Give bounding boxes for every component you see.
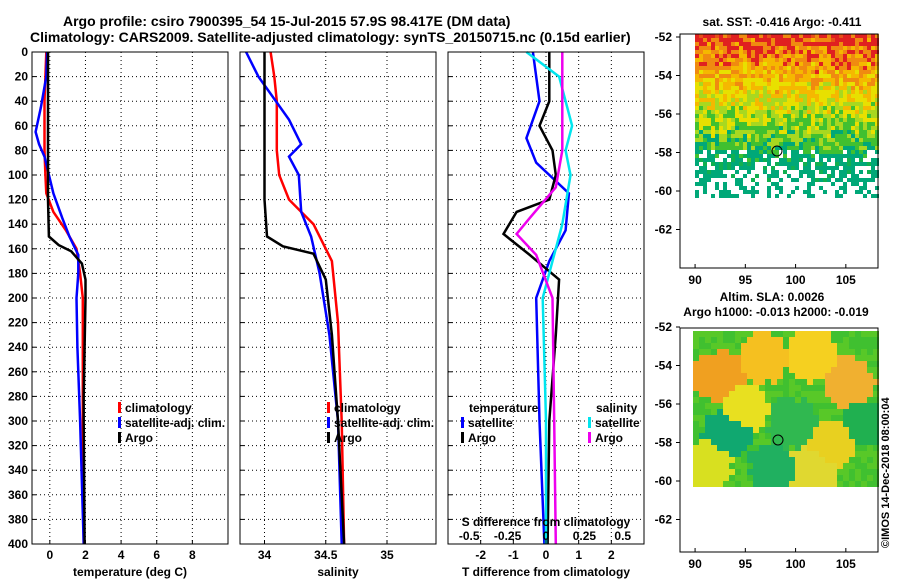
- legend-t-entry: temperature: [469, 401, 539, 415]
- difference-panel: -2 -1 0 1 2 T difference from climatology S …: [447, 51, 645, 579]
- depth-tick-label: 360: [8, 488, 28, 502]
- depth-tick-label: 340: [8, 463, 28, 477]
- depth-tick-label: 140: [8, 217, 28, 231]
- x-tick-label: 0: [543, 548, 550, 562]
- s-difference-xlabel: S difference from climatology: [462, 515, 631, 529]
- difference-xlabel: T difference from climatology: [462, 565, 630, 579]
- depth-tick-label: 180: [8, 266, 28, 280]
- lon-tick-label: 95: [739, 273, 753, 287]
- x-tick-label: 6: [153, 548, 160, 562]
- sla-title: Altim. SLA: 0.0026: [720, 290, 825, 304]
- series-line-climatology: [269, 51, 346, 545]
- legend-entry: Argo: [334, 431, 362, 445]
- depth-tick-label: 400: [8, 537, 28, 551]
- series-line-satellite-adj-clim-: [34, 51, 85, 545]
- x-tick-label: 1: [575, 548, 582, 562]
- lat-tick-label: -52: [655, 30, 673, 44]
- lon-tick-label: 95: [739, 557, 753, 571]
- series-line-t-satellite: [525, 51, 571, 545]
- lon-tick-label: 105: [836, 273, 856, 287]
- lat-tick-label: -62: [655, 513, 673, 527]
- legend-entry: satellite-adj. clim.: [334, 416, 434, 430]
- x-tick-label: 34.5: [314, 548, 338, 562]
- depth-tick-label: 300: [8, 414, 28, 428]
- s-tick-label: -0.25: [494, 529, 522, 543]
- legend-entry: climatology: [125, 401, 192, 415]
- depth-tick-label: 220: [8, 316, 28, 330]
- legend-entry: satellite-adj. clim.: [125, 416, 225, 430]
- depth-tick-label: 160: [8, 242, 28, 256]
- depth-tick-label: 20: [15, 70, 29, 84]
- title-line1: Argo profile: csiro 7900395_54 15-Jul-20…: [63, 13, 510, 29]
- legend-t-entry: Argo: [468, 431, 496, 445]
- sst-title: sat. SST: -0.416 Argo: -0.411: [703, 15, 862, 29]
- lon-tick-label: 90: [688, 273, 702, 287]
- x-tick-label: -2: [475, 548, 486, 562]
- depth-tick-label: 80: [15, 143, 29, 157]
- imos-stamp: ©IMOS 14-Dec-2018 08:00:04: [880, 397, 892, 548]
- depth-tick-label: 120: [8, 193, 28, 207]
- sla-map: Altim. SLA: 0.0026 Argo h1000: -0.013 h2…: [655, 290, 879, 571]
- depth-tick-label: 200: [8, 291, 28, 305]
- lat-tick-label: -54: [655, 69, 673, 83]
- s-tick-label: -0.5: [459, 529, 480, 543]
- legend-s-entry: satellite: [595, 416, 640, 430]
- sla-argo-location-marker: [772, 434, 784, 446]
- x-tick-label: 2: [608, 548, 615, 562]
- salinity-panel: 34 34.5 35 salinity climatologysatellite-a…: [239, 51, 437, 579]
- x-tick-label: 34: [258, 548, 272, 562]
- s-tick-label: 0.25: [573, 529, 597, 543]
- depth-tick-label: 260: [8, 365, 28, 379]
- depth-tick-label: 40: [15, 94, 29, 108]
- lon-tick-label: 100: [786, 557, 806, 571]
- x-tick-label: 8: [189, 548, 196, 562]
- legend-s-entry: Argo: [595, 431, 623, 445]
- x-tick-label: -1: [508, 548, 519, 562]
- series-line-climatology: [43, 51, 85, 545]
- sst-argo-location-marker: [771, 145, 783, 157]
- lon-tick-label: 90: [688, 557, 702, 571]
- depth-tick-label: 280: [8, 389, 28, 403]
- depth-tick-label: 320: [8, 439, 28, 453]
- depth-tick-label: 60: [15, 119, 29, 133]
- lat-tick-label: -56: [655, 107, 673, 121]
- legend-entry: climatology: [334, 401, 401, 415]
- x-tick-label: 0: [46, 548, 53, 562]
- sla-argo-title: Argo h1000: -0.013 h2000: -0.019: [683, 305, 869, 319]
- lat-tick-label: -60: [655, 474, 673, 488]
- depth-tick-label: 100: [8, 168, 28, 182]
- sst-map: sat. SST: -0.416 Argo: -0.411 90 95 100 105…: [655, 15, 879, 287]
- temperature-panel: 0204060801001201401601802002202402602803…: [8, 45, 229, 579]
- s-tick-label: 0: [543, 529, 550, 543]
- title-line2: Climatology: CARS2009. Satellite-adjuste…: [30, 29, 631, 45]
- s-tick-label: 0.5: [614, 529, 631, 543]
- lat-tick-label: -54: [655, 359, 673, 373]
- depth-tick-label: 380: [8, 512, 28, 526]
- lat-tick-label: -56: [655, 397, 673, 411]
- legend-entry: Argo: [125, 431, 153, 445]
- lat-tick-label: -60: [655, 184, 673, 198]
- x-tick-label: 35: [380, 548, 394, 562]
- series-line-t-argo: [501, 52, 561, 545]
- lon-tick-label: 105: [836, 557, 856, 571]
- series-line-satellite-adj-clim-: [244, 51, 343, 545]
- series-line-argo: [46, 52, 87, 545]
- depth-tick-label: 0: [21, 45, 28, 59]
- legend-t-entry: satellite: [468, 416, 513, 430]
- lat-tick-label: -58: [655, 146, 673, 160]
- lat-tick-label: -58: [655, 436, 673, 450]
- lat-tick-label: -52: [655, 320, 673, 334]
- x-tick-label: 2: [82, 548, 89, 562]
- legend-s-entry: salinity: [596, 401, 638, 415]
- series-line-argo: [263, 52, 346, 545]
- lon-tick-label: 100: [786, 273, 806, 287]
- x-tick-label: 4: [118, 548, 125, 562]
- series-line-s-argo: [514, 52, 564, 545]
- depth-tick-label: 240: [8, 340, 28, 354]
- lat-tick-label: -62: [655, 223, 673, 237]
- temperature-xlabel: temperature (deg C): [73, 565, 187, 579]
- salinity-xlabel: salinity: [317, 565, 359, 579]
